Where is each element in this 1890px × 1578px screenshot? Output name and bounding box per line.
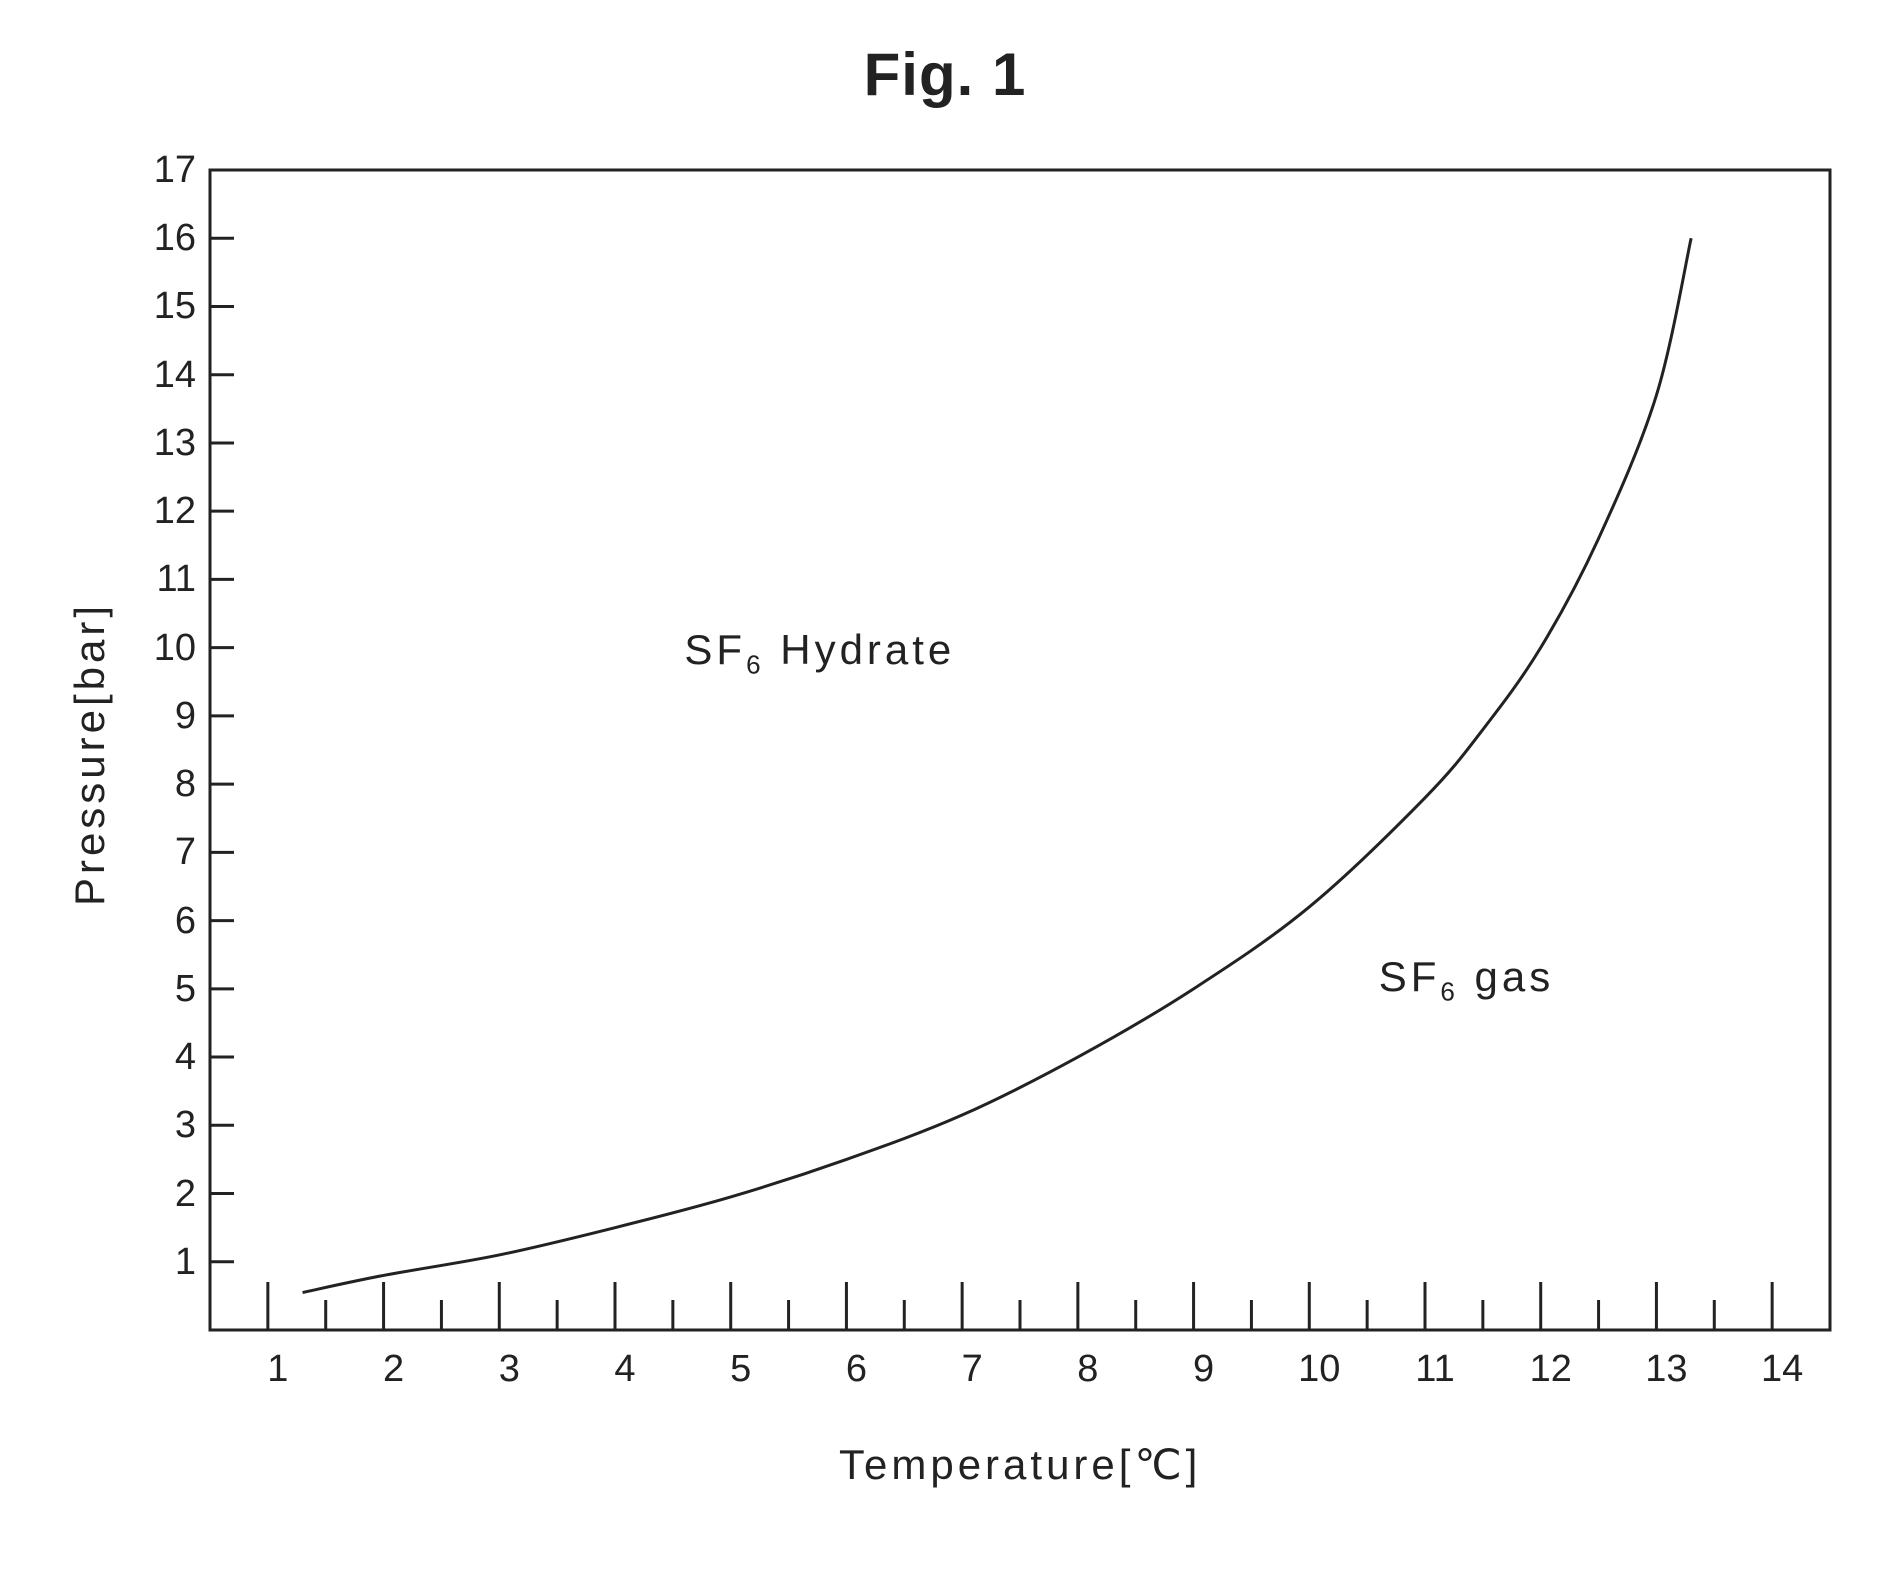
x-tick-label: 14 xyxy=(1752,1348,1812,1391)
x-tick-label: 3 xyxy=(479,1348,539,1391)
y-tick-label: 12 xyxy=(154,490,196,533)
y-tick-label: 1 xyxy=(175,1241,196,1284)
y-tick-label: 9 xyxy=(175,695,196,738)
x-tick-label: 13 xyxy=(1636,1348,1696,1391)
y-tick-label: 7 xyxy=(175,831,196,874)
y-tick-label: 14 xyxy=(154,354,196,397)
y-tick-label: 5 xyxy=(175,968,196,1011)
y-tick-label: 3 xyxy=(175,1104,196,1147)
y-tick-label: 16 xyxy=(154,217,196,260)
figure-page: Fig. 1 Pressure[bar] Temperature[℃] 1234… xyxy=(0,0,1890,1578)
x-tick-label: 5 xyxy=(711,1348,771,1391)
x-tick-label: 1 xyxy=(248,1348,308,1391)
y-tick-label: 17 xyxy=(154,149,196,192)
y-tick-label: 8 xyxy=(175,763,196,806)
x-tick-label: 6 xyxy=(826,1348,886,1391)
y-tick-label: 13 xyxy=(154,422,196,465)
x-tick-label: 12 xyxy=(1521,1348,1581,1391)
x-tick-label: 7 xyxy=(942,1348,1002,1391)
y-tick-label: 2 xyxy=(175,1173,196,1216)
y-tick-label: 6 xyxy=(175,900,196,943)
x-tick-label: 2 xyxy=(364,1348,424,1391)
x-tick-label: 11 xyxy=(1405,1348,1465,1391)
x-tick-label: 4 xyxy=(595,1348,655,1391)
region-label-hydrate: SF6 Hydrate xyxy=(684,626,955,680)
chart-svg xyxy=(0,0,1890,1578)
x-tick-label: 10 xyxy=(1289,1348,1349,1391)
y-tick-label: 4 xyxy=(175,1036,196,1079)
y-axis-label: Pressure[bar] xyxy=(66,602,114,906)
x-tick-label: 9 xyxy=(1174,1348,1234,1391)
x-tick-label: 8 xyxy=(1058,1348,1118,1391)
y-tick-label: 10 xyxy=(154,627,196,670)
y-tick-label: 11 xyxy=(157,558,196,601)
y-tick-label: 15 xyxy=(154,285,196,328)
x-axis-label: Temperature[℃] xyxy=(839,1440,1201,1489)
region-label-gas: SF6 gas xyxy=(1379,953,1555,1007)
